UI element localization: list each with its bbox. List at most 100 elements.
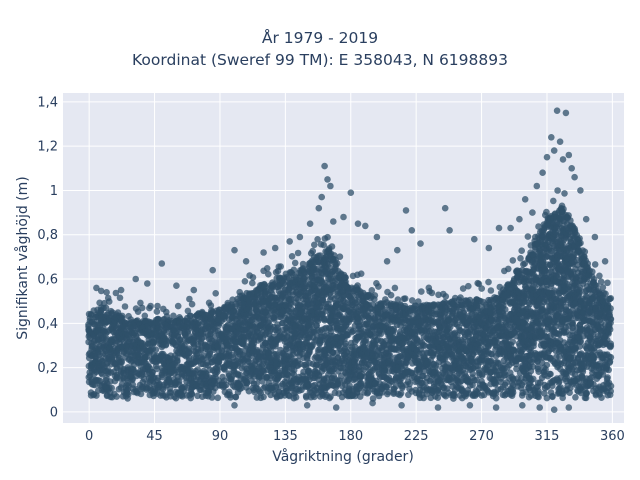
scatter-point bbox=[166, 389, 174, 396]
scatter-point bbox=[396, 391, 404, 399]
scatter-point bbox=[320, 241, 328, 249]
scatter-point bbox=[108, 384, 115, 392]
scatter-point bbox=[324, 233, 331, 241]
scatter-point bbox=[340, 271, 348, 279]
scatter-point bbox=[288, 252, 296, 260]
scatter-point bbox=[176, 314, 183, 321]
scatter-point bbox=[485, 343, 492, 350]
scatter-point bbox=[238, 384, 245, 392]
scatter-point bbox=[174, 358, 181, 365]
scatter-point bbox=[226, 391, 234, 399]
scatter-point bbox=[208, 394, 216, 401]
scatter-point bbox=[350, 376, 357, 384]
scatter-point bbox=[260, 393, 267, 401]
scatter-point bbox=[263, 265, 271, 272]
scatter-point bbox=[428, 289, 436, 297]
scatter-point bbox=[333, 260, 341, 267]
scatter-point bbox=[147, 302, 154, 310]
scatter-point bbox=[117, 384, 125, 391]
scatter-point bbox=[311, 241, 318, 249]
scatter-point bbox=[294, 249, 302, 257]
scatter-point bbox=[207, 302, 215, 309]
scatter-point bbox=[249, 279, 256, 287]
scatter-point bbox=[125, 391, 132, 398]
scatter-point bbox=[97, 287, 105, 295]
scatter-point bbox=[105, 298, 113, 305]
scatter-point bbox=[508, 379, 516, 387]
scatter-point bbox=[265, 270, 272, 278]
chart-title-line-2: Koordinat (Sweref 99 TM): E 358043, N 61… bbox=[132, 51, 508, 69]
scatter-point bbox=[241, 278, 249, 285]
scatter-point bbox=[348, 328, 356, 336]
scatter-point bbox=[187, 394, 194, 402]
chart-title-line-1: År 1979 - 2019 bbox=[261, 29, 379, 47]
scatter-point bbox=[291, 259, 299, 267]
scatter-point bbox=[112, 289, 120, 297]
scatter-point bbox=[138, 304, 146, 312]
scatter-point bbox=[505, 265, 512, 273]
scatter-point bbox=[354, 282, 361, 289]
scatter-point bbox=[387, 291, 395, 299]
scatter-point bbox=[309, 247, 317, 255]
scatter-point bbox=[154, 302, 161, 310]
scatter-point bbox=[163, 328, 170, 336]
scatter-point bbox=[508, 392, 516, 400]
scatter-point bbox=[121, 303, 129, 310]
scatter-point bbox=[152, 346, 160, 354]
scatter-point bbox=[328, 243, 336, 250]
scatter-point bbox=[141, 312, 149, 320]
scatter-point bbox=[116, 294, 124, 302]
scatter-point bbox=[185, 354, 193, 362]
scatter-point bbox=[469, 370, 477, 378]
scatter-point bbox=[214, 394, 222, 402]
scatter-point bbox=[163, 313, 171, 320]
scatter-point bbox=[487, 287, 495, 294]
scatter-point bbox=[502, 306, 509, 313]
scatter-point bbox=[184, 307, 192, 315]
scatter-point bbox=[140, 375, 148, 383]
scatter-point bbox=[465, 282, 472, 290]
scatter-point bbox=[357, 270, 365, 278]
scatter-point bbox=[524, 233, 532, 240]
scatter-point bbox=[518, 247, 525, 254]
scatter-point bbox=[277, 263, 285, 270]
scatter-point bbox=[442, 293, 450, 300]
scatter-point bbox=[124, 386, 132, 393]
scatter-point bbox=[517, 254, 524, 262]
scatter-point bbox=[212, 290, 219, 297]
scatter-point bbox=[450, 395, 457, 402]
scatter-point bbox=[153, 308, 161, 315]
scatter-point bbox=[137, 299, 144, 307]
scatter-point bbox=[113, 393, 120, 400]
scatter-point bbox=[508, 373, 515, 381]
scatter-point bbox=[509, 257, 517, 264]
scatter-point bbox=[170, 312, 177, 320]
scatter-point bbox=[249, 274, 257, 281]
scatter-point bbox=[93, 392, 100, 399]
scatter-point bbox=[375, 283, 382, 290]
scatter-point bbox=[185, 330, 192, 338]
scatter-point bbox=[418, 288, 425, 295]
scatter-point bbox=[509, 338, 516, 346]
scatter-point bbox=[185, 349, 193, 356]
scatter-point bbox=[371, 292, 379, 299]
scatter-point bbox=[243, 379, 250, 387]
scatter-point bbox=[391, 284, 399, 292]
scatter-point bbox=[137, 390, 145, 398]
scatter-points bbox=[85, 107, 615, 414]
scatter-point bbox=[174, 302, 182, 310]
scatter-point bbox=[188, 300, 196, 308]
scatter-point bbox=[154, 315, 162, 323]
scatter-point bbox=[478, 285, 486, 292]
scatter-point bbox=[115, 352, 122, 359]
scatter-point bbox=[214, 368, 221, 376]
scatter-point bbox=[186, 295, 193, 303]
scatter-point bbox=[406, 380, 414, 388]
scatter-point bbox=[420, 341, 427, 349]
scatter-point bbox=[118, 312, 126, 320]
scatter-point bbox=[253, 380, 260, 388]
scatter-point bbox=[401, 295, 409, 302]
scatter-point bbox=[485, 278, 492, 286]
scatter-point bbox=[159, 373, 166, 381]
